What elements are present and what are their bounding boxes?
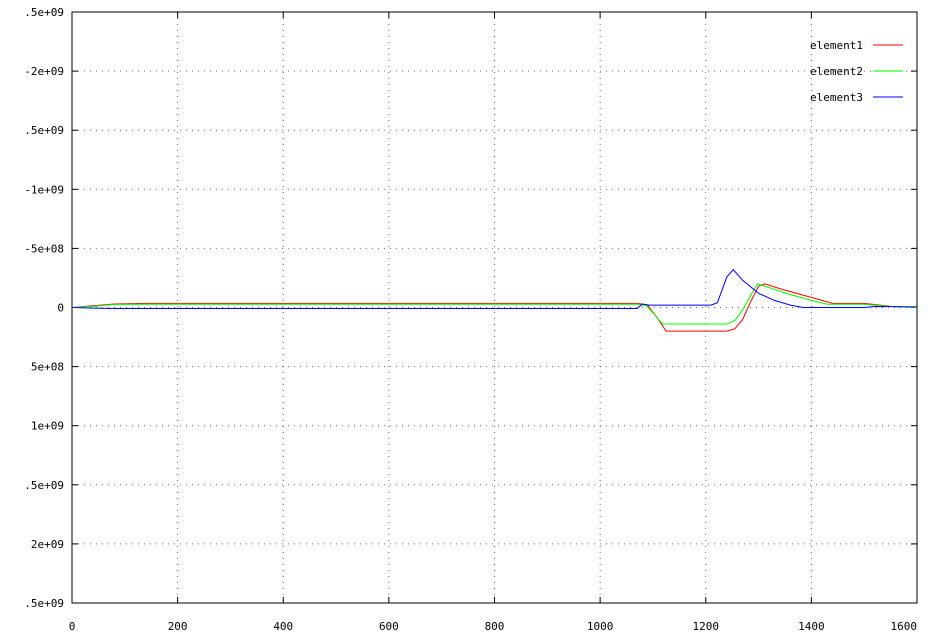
y-tick-label: 5e+08 — [31, 361, 64, 374]
x-tick-label: 1600 — [891, 620, 918, 633]
x-tick-label: 0 — [69, 620, 76, 633]
series-line-element1 — [71, 283, 918, 332]
tick-labels: 0 200 400 600 800 1000 1200 1400 1600 .5e+09 -2e+0… — [24, 6, 917, 633]
legend-label-element3: element3 — [810, 91, 863, 104]
y-tick-label: .5e+09 — [24, 597, 64, 610]
series-lines — [71, 268, 918, 332]
y-tick-label: -2e+09 — [24, 65, 64, 78]
x-tick-label: 400 — [273, 620, 293, 633]
y-tick-label: .5e+09 — [24, 124, 64, 137]
legend-label-element2: element2 — [810, 65, 863, 78]
x-tick-label: 800 — [485, 620, 505, 633]
y-tick-label: 2e+09 — [31, 538, 64, 551]
x-tick-label: 200 — [168, 620, 188, 633]
legend-label-element1: element1 — [810, 39, 863, 52]
x-tick-label: 1400 — [798, 620, 825, 633]
y-tick-label: 0 — [57, 302, 64, 315]
y-tick-label: -1e+09 — [24, 183, 64, 196]
y-tick-label: .5e+09 — [24, 479, 64, 492]
x-tick-label: 1000 — [587, 620, 614, 633]
y-tick-label: .5e+09 — [24, 6, 64, 19]
series-line-element2 — [71, 283, 918, 325]
axis-ticks — [71, 11, 918, 604]
legend: element1 element2 element3 — [810, 39, 903, 104]
series-line-element3 — [71, 268, 918, 309]
x-tick-label: 1200 — [693, 620, 720, 633]
x-tick-label: 600 — [379, 620, 399, 633]
y-tick-label: -5e+08 — [24, 242, 64, 255]
y-tick-label: 1e+09 — [31, 420, 64, 433]
grid-lines — [72, 12, 917, 603]
